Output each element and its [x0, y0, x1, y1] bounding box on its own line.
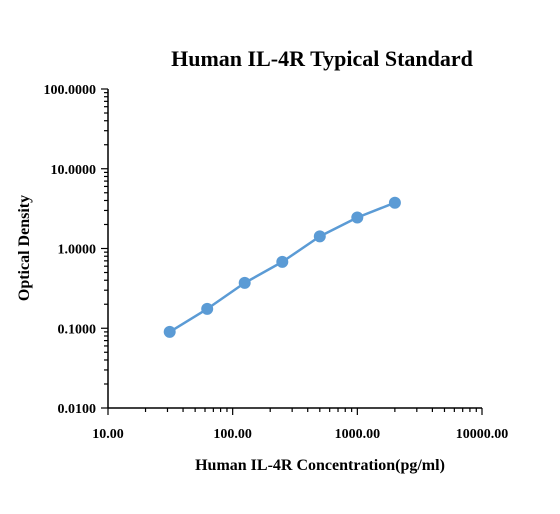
- y-tick-label: 0.1000: [58, 322, 97, 337]
- x-tick-label: 1000.00: [335, 427, 381, 442]
- data-point: [201, 302, 214, 315]
- x-tick-label: 100.00: [213, 427, 252, 442]
- axes: [107, 89, 482, 409]
- y-axis-label: Optical Density: [16, 195, 33, 301]
- x-tick-label: 10.00: [92, 427, 124, 442]
- data-point: [388, 196, 401, 209]
- data-point: [163, 325, 176, 338]
- chart-title: Human IL-4R Typical Standard: [171, 46, 473, 71]
- x-axis-label: Human IL-4R Concentration(pg/ml): [195, 457, 445, 474]
- x-axis-ticks: 10.00 100.00 1000.00 10000.00: [92, 408, 508, 442]
- y-tick-label: 0.0100: [58, 402, 97, 417]
- y-tick-label: 1.0000: [58, 243, 97, 258]
- y-axis-ticks: 0.0100 0.1000 1.0000 10.0000 100.0000: [44, 83, 108, 417]
- data-point: [351, 211, 364, 224]
- y-tick-label: 10.0000: [51, 163, 97, 178]
- data-point: [238, 276, 251, 289]
- data-point: [313, 230, 326, 243]
- series-layer: [163, 196, 401, 338]
- y-tick-label: 100.0000: [44, 83, 97, 98]
- x-tick-label: 10000.00: [456, 427, 509, 442]
- data-point: [276, 255, 289, 268]
